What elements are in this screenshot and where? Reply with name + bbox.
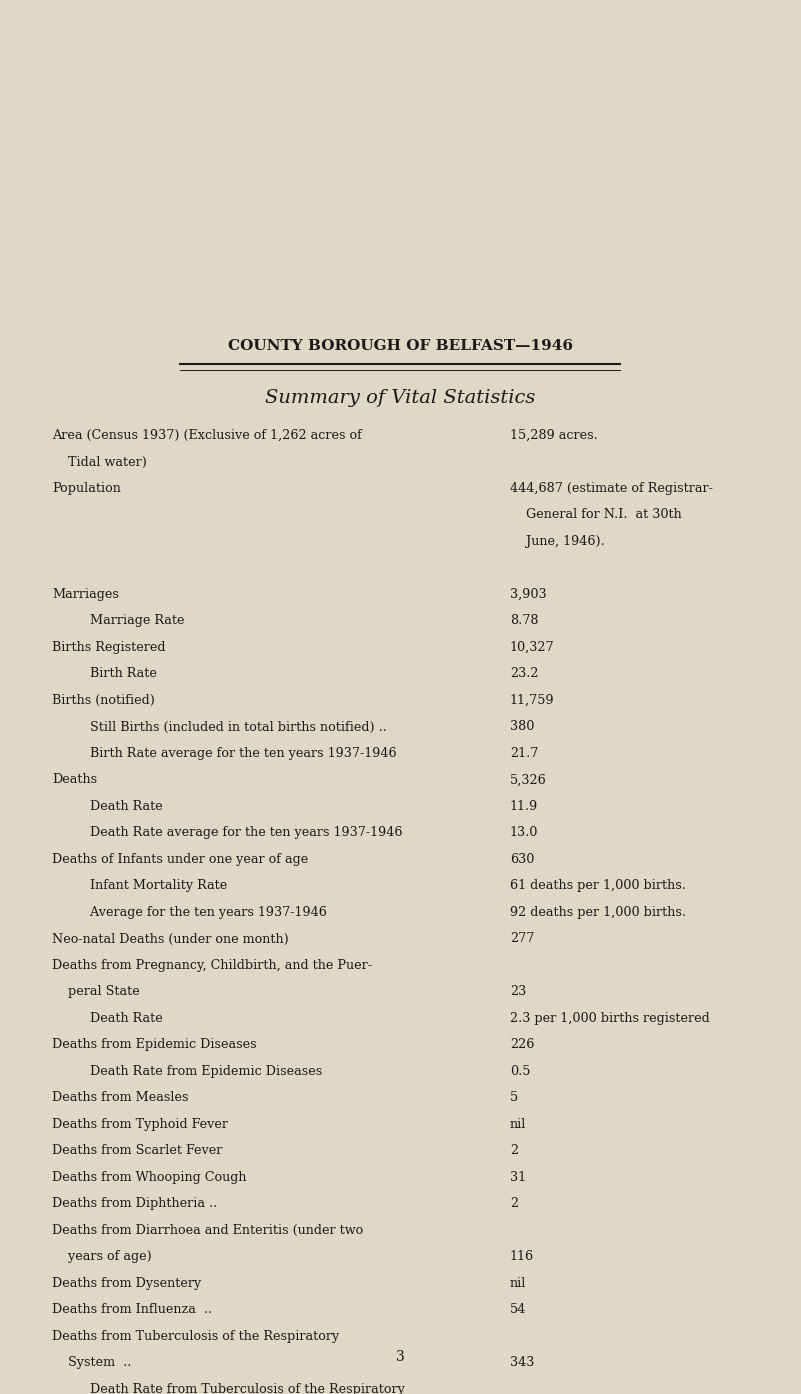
Text: Deaths from Whooping Cough: Deaths from Whooping Cough xyxy=(52,1171,247,1184)
Text: 23: 23 xyxy=(510,986,526,998)
Text: Population: Population xyxy=(52,482,121,495)
Text: Births Registered: Births Registered xyxy=(52,641,166,654)
Text: Marriages: Marriages xyxy=(52,588,119,601)
Text: 380: 380 xyxy=(510,721,534,733)
Text: 2.3 per 1,000 births registered: 2.3 per 1,000 births registered xyxy=(510,1012,710,1025)
Text: Area (Census 1937) (Exclusive of 1,262 acres of: Area (Census 1937) (Exclusive of 1,262 a… xyxy=(52,429,362,442)
Text: 3,903: 3,903 xyxy=(510,588,546,601)
Text: Death Rate from Tuberculosis of the Respiratory: Death Rate from Tuberculosis of the Resp… xyxy=(74,1383,405,1394)
Text: 5: 5 xyxy=(510,1092,518,1104)
Text: 277: 277 xyxy=(510,933,534,945)
Text: Deaths from Diphtheria ..: Deaths from Diphtheria .. xyxy=(52,1197,217,1210)
Text: June, 1946).: June, 1946). xyxy=(510,535,605,548)
Text: Deaths from Tuberculosis of the Respiratory: Deaths from Tuberculosis of the Respirat… xyxy=(52,1330,340,1342)
Text: 3: 3 xyxy=(396,1349,405,1363)
Text: Average for the ten years 1937-1946: Average for the ten years 1937-1946 xyxy=(74,906,327,919)
Text: Still Births (included in total births notified) ..: Still Births (included in total births n… xyxy=(74,721,387,733)
Text: 23.2: 23.2 xyxy=(510,668,538,680)
Text: 31: 31 xyxy=(510,1171,526,1184)
Text: Deaths from Dysentery: Deaths from Dysentery xyxy=(52,1277,201,1289)
Text: nil: nil xyxy=(510,1118,526,1131)
Text: peral State: peral State xyxy=(52,986,139,998)
Text: Deaths from Scarlet Fever: Deaths from Scarlet Fever xyxy=(52,1144,223,1157)
Text: 15,289 acres.: 15,289 acres. xyxy=(510,429,598,442)
Text: 0.5: 0.5 xyxy=(510,1065,530,1078)
Text: Births (notified): Births (notified) xyxy=(52,694,155,707)
Text: General for N.I.  at 30th: General for N.I. at 30th xyxy=(510,509,682,521)
Text: Deaths: Deaths xyxy=(52,774,97,786)
Text: Neo-natal Deaths (under one month): Neo-natal Deaths (under one month) xyxy=(52,933,288,945)
Text: 11,759: 11,759 xyxy=(510,694,554,707)
Text: Marriage Rate: Marriage Rate xyxy=(74,615,184,627)
Text: 21.7: 21.7 xyxy=(510,747,538,760)
Text: 11.9: 11.9 xyxy=(510,800,538,813)
Text: 54: 54 xyxy=(510,1303,526,1316)
Text: Deaths from Pregnancy, Childbirth, and the Puer-: Deaths from Pregnancy, Childbirth, and t… xyxy=(52,959,372,972)
Text: System  ..: System .. xyxy=(52,1356,131,1369)
Text: 226: 226 xyxy=(510,1039,534,1051)
Text: 8.78: 8.78 xyxy=(510,615,538,627)
Text: Tidal water): Tidal water) xyxy=(52,456,147,468)
Text: 116: 116 xyxy=(510,1250,534,1263)
Text: 61 deaths per 1,000 births.: 61 deaths per 1,000 births. xyxy=(510,880,686,892)
Text: 92 deaths per 1,000 births.: 92 deaths per 1,000 births. xyxy=(510,906,686,919)
Text: COUNTY BOROUGH OF BELFAST—1946: COUNTY BOROUGH OF BELFAST—1946 xyxy=(228,339,573,353)
Text: Deaths from Epidemic Diseases: Deaths from Epidemic Diseases xyxy=(52,1039,256,1051)
Text: Birth Rate average for the ten years 1937-1946: Birth Rate average for the ten years 193… xyxy=(74,747,396,760)
Text: Death Rate: Death Rate xyxy=(74,800,163,813)
Text: 10,327: 10,327 xyxy=(510,641,554,654)
Text: years of age): years of age) xyxy=(52,1250,151,1263)
Text: Birth Rate: Birth Rate xyxy=(74,668,157,680)
Text: Deaths from Measles: Deaths from Measles xyxy=(52,1092,188,1104)
Text: Death Rate average for the ten years 1937-1946: Death Rate average for the ten years 193… xyxy=(74,827,402,839)
Text: Death Rate from Epidemic Diseases: Death Rate from Epidemic Diseases xyxy=(74,1065,322,1078)
Text: 5,326: 5,326 xyxy=(510,774,547,786)
Text: 2: 2 xyxy=(510,1197,518,1210)
Text: 13.0: 13.0 xyxy=(510,827,538,839)
Text: Deaths of Infants under one year of age: Deaths of Infants under one year of age xyxy=(52,853,308,866)
Text: Deaths from Influenza  ..: Deaths from Influenza .. xyxy=(52,1303,212,1316)
Text: Deaths from Typhoid Fever: Deaths from Typhoid Fever xyxy=(52,1118,228,1131)
Text: Deaths from Diarrhoea and Enteritis (under two: Deaths from Diarrhoea and Enteritis (und… xyxy=(52,1224,363,1236)
Text: nil: nil xyxy=(510,1277,526,1289)
Text: 343: 343 xyxy=(510,1356,534,1369)
Text: Infant Mortality Rate: Infant Mortality Rate xyxy=(74,880,227,892)
Text: 444,687 (estimate of Registrar-: 444,687 (estimate of Registrar- xyxy=(510,482,713,495)
Text: 2: 2 xyxy=(510,1144,518,1157)
Text: Summary of Vital Statistics: Summary of Vital Statistics xyxy=(265,389,536,407)
Text: 630: 630 xyxy=(510,853,534,866)
Text: Death Rate: Death Rate xyxy=(74,1012,163,1025)
